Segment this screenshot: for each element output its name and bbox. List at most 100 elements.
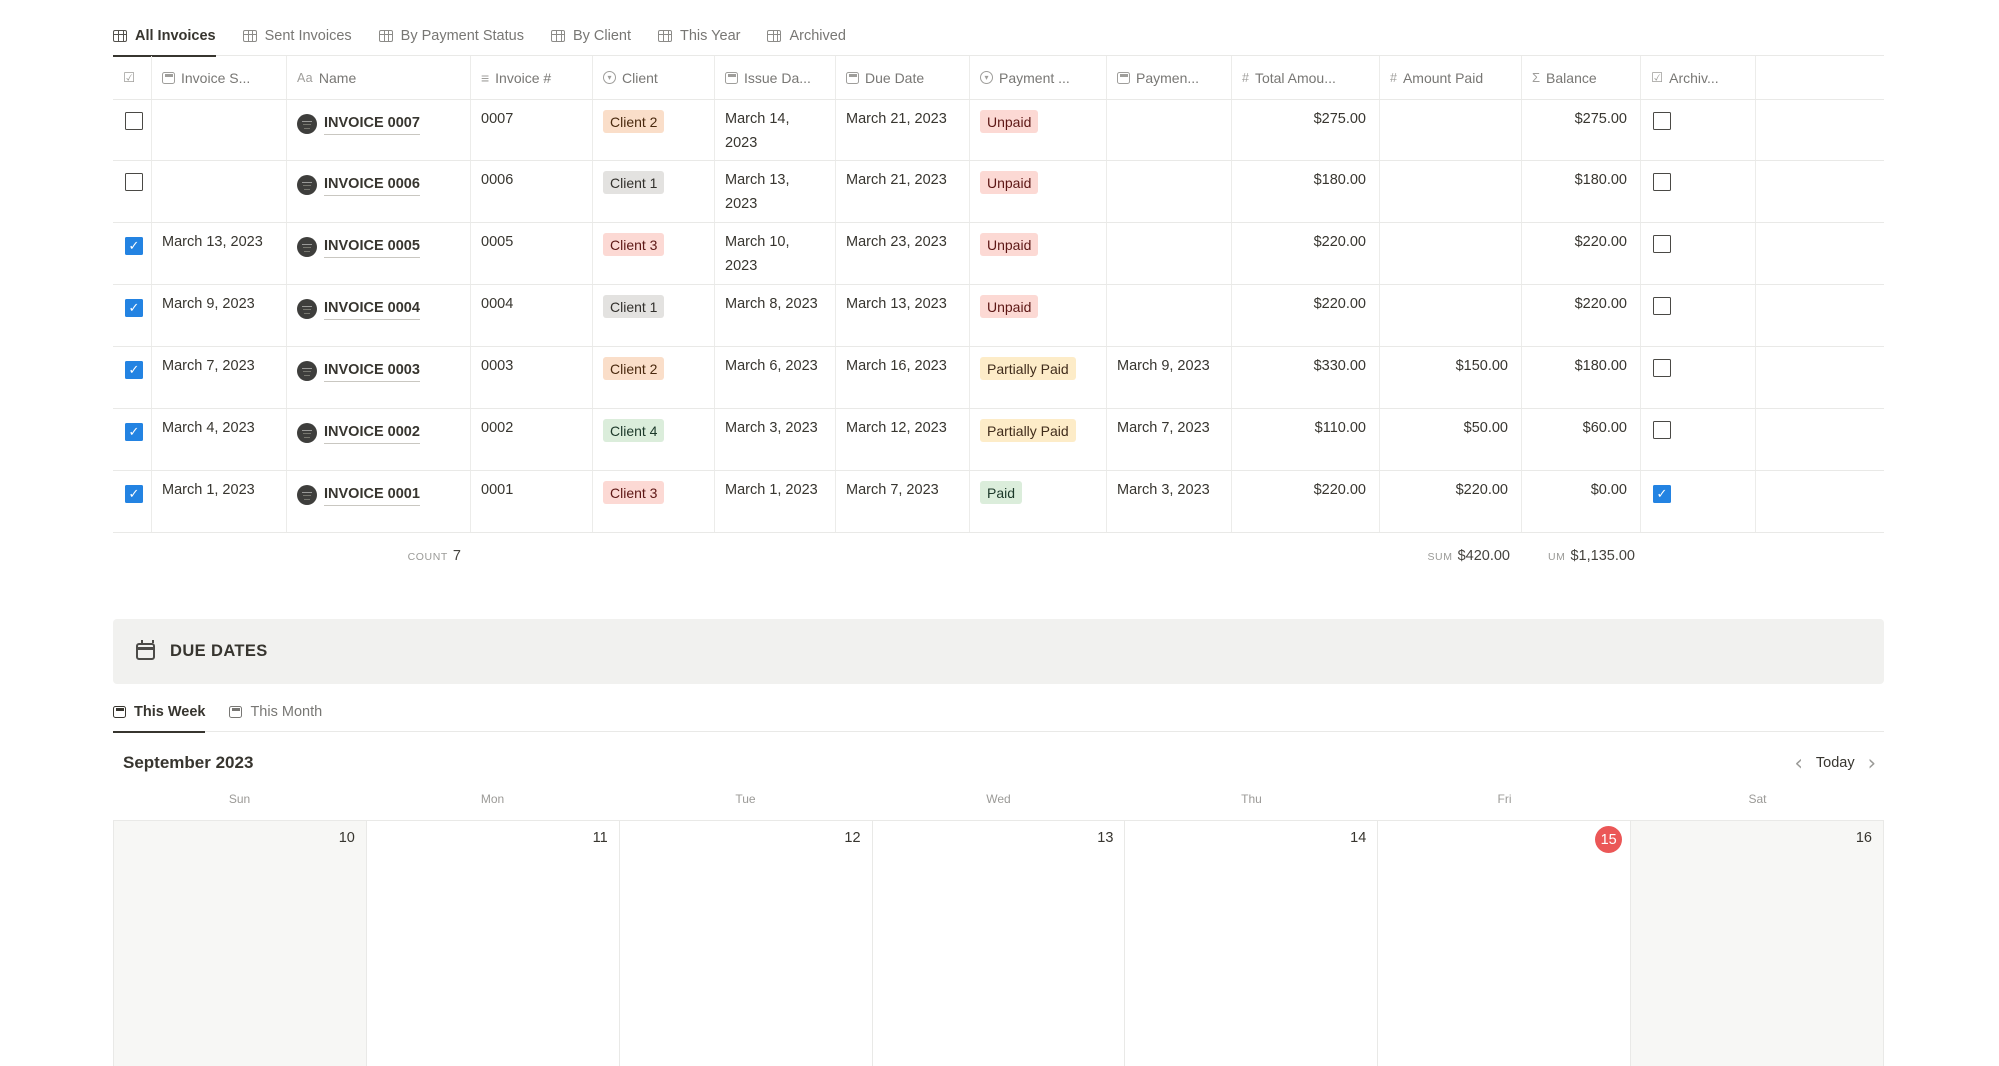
header-payment-date[interactable]: Paymen... <box>1107 56 1232 99</box>
header-issue-date[interactable]: Issue Da... <box>715 56 836 99</box>
issue-date[interactable]: March 3, 2023 <box>715 409 836 470</box>
due-date[interactable]: March 7, 2023 <box>836 471 970 532</box>
header-balance[interactable]: Σ Balance <box>1522 56 1641 99</box>
calendar-day-cell[interactable]: 12 <box>619 821 873 1066</box>
payment-status-badge[interactable]: Partially Paid <box>980 419 1076 443</box>
amount-paid[interactable] <box>1380 161 1522 222</box>
invoice-sent-date[interactable]: March 9, 2023 <box>152 285 287 346</box>
amount-paid[interactable] <box>1380 223 1522 284</box>
payment-date[interactable] <box>1107 285 1232 346</box>
balance[interactable]: $220.00 <box>1522 285 1641 346</box>
archived-checkbox[interactable] <box>1653 484 1671 503</box>
header-name[interactable]: Aa Name <box>287 56 471 99</box>
invoice-sent-checkbox[interactable] <box>125 112 143 130</box>
due-date[interactable]: March 21, 2023 <box>836 161 970 222</box>
header-due-date[interactable]: Due Date <box>836 56 970 99</box>
calendar-day-cell[interactable]: 11 <box>366 821 620 1066</box>
header-invoice-number[interactable]: ≡ Invoice # <box>471 56 593 99</box>
total-amount[interactable]: $180.00 <box>1232 161 1380 222</box>
balance[interactable]: $220.00 <box>1522 223 1641 284</box>
total-amount[interactable]: $220.00 <box>1232 471 1380 532</box>
balance[interactable]: $180.00 <box>1522 347 1641 408</box>
today-button[interactable]: Today <box>1815 755 1855 771</box>
sum-total-summary[interactable]: SUM $420.00 <box>1427 548 1510 564</box>
invoice-number[interactable]: 0006 <box>471 161 593 222</box>
payment-status-badge[interactable]: Partially Paid <box>980 357 1076 381</box>
archived-checkbox[interactable] <box>1653 297 1671 315</box>
payment-status-badge[interactable]: Unpaid <box>980 171 1039 195</box>
amount-paid[interactable]: $220.00 <box>1380 471 1522 532</box>
balance[interactable]: $275.00 <box>1522 100 1641 160</box>
client-badge[interactable]: Client 2 <box>603 110 665 134</box>
due-date[interactable]: March 23, 2023 <box>836 223 970 284</box>
invoice-name-link[interactable]: INVOICE 0005 <box>324 237 420 258</box>
calendar-day-cell[interactable]: 15 <box>1378 821 1632 1066</box>
invoice-name-link[interactable]: INVOICE 0007 <box>324 114 420 135</box>
client-badge[interactable]: Client 1 <box>603 171 665 195</box>
archived-checkbox[interactable] <box>1653 112 1671 130</box>
client-badge[interactable]: Client 4 <box>603 419 665 443</box>
client-badge[interactable]: Client 3 <box>603 233 665 257</box>
client-badge[interactable]: Client 3 <box>603 481 665 505</box>
payment-status-badge[interactable]: Paid <box>980 481 1023 505</box>
header-select-all[interactable]: ☑ <box>113 56 152 99</box>
issue-date[interactable]: March 14, 2023 <box>715 100 836 160</box>
balance[interactable]: $60.00 <box>1522 409 1641 470</box>
due-date[interactable]: March 12, 2023 <box>836 409 970 470</box>
invoice-sent-checkbox[interactable] <box>125 236 143 255</box>
payment-status-badge[interactable]: Unpaid <box>980 110 1039 134</box>
total-amount[interactable]: $220.00 <box>1232 285 1380 346</box>
balance[interactable]: $0.00 <box>1522 471 1641 532</box>
header-amount-paid[interactable]: # Amount Paid <box>1380 56 1522 99</box>
client-badge[interactable]: Client 1 <box>603 295 665 319</box>
issue-date[interactable]: March 6, 2023 <box>715 347 836 408</box>
tab-this-year[interactable]: This Year <box>658 28 740 57</box>
tab-all-invoices[interactable]: All Invoices <box>113 28 216 57</box>
header-invoice-sent[interactable]: Invoice S... <box>152 56 287 99</box>
invoice-sent-checkbox[interactable] <box>125 298 143 317</box>
header-payment-status[interactable]: Payment ... <box>970 56 1107 99</box>
amount-paid[interactable] <box>1380 285 1522 346</box>
tab-this-week[interactable]: This Week <box>113 704 206 733</box>
calendar-day-cell[interactable]: 13 <box>872 821 1126 1066</box>
invoice-name-link[interactable]: INVOICE 0001 <box>324 485 420 506</box>
payment-date[interactable] <box>1107 100 1232 160</box>
next-week-icon[interactable]: › <box>1867 750 1876 775</box>
invoice-name-link[interactable]: INVOICE 0003 <box>324 361 420 382</box>
payment-date[interactable]: March 3, 2023 <box>1107 471 1232 532</box>
invoice-name-link[interactable]: INVOICE 0004 <box>324 299 420 320</box>
invoice-number[interactable]: 0005 <box>471 223 593 284</box>
invoice-sent-checkbox[interactable] <box>125 484 143 503</box>
payment-date[interactable] <box>1107 223 1232 284</box>
amount-paid[interactable] <box>1380 100 1522 160</box>
amount-paid[interactable]: $150.00 <box>1380 347 1522 408</box>
issue-date[interactable]: March 1, 2023 <box>715 471 836 532</box>
invoice-number[interactable]: 0002 <box>471 409 593 470</box>
invoice-sent-date[interactable]: March 7, 2023 <box>152 347 287 408</box>
invoice-name-link[interactable]: INVOICE 0006 <box>324 175 420 196</box>
balance[interactable]: $180.00 <box>1522 161 1641 222</box>
archived-checkbox[interactable] <box>1653 359 1671 377</box>
invoice-sent-checkbox[interactable] <box>125 173 143 191</box>
tab-by-client[interactable]: By Client <box>550 28 631 57</box>
total-amount[interactable]: $220.00 <box>1232 223 1380 284</box>
tab-by-payment-status[interactable]: By Payment Status <box>378 28 524 57</box>
header-archived[interactable]: ☑ Archiv... <box>1641 56 1756 99</box>
payment-date[interactable]: March 9, 2023 <box>1107 347 1232 408</box>
total-amount[interactable]: $330.00 <box>1232 347 1380 408</box>
sum-balance-summary[interactable]: UM $1,135.00 <box>1547 548 1635 564</box>
due-date[interactable]: March 21, 2023 <box>836 100 970 160</box>
tab-archived[interactable]: Archived <box>767 28 846 57</box>
invoice-sent-date[interactable] <box>152 161 287 222</box>
invoice-number[interactable]: 0004 <box>471 285 593 346</box>
payment-status-badge[interactable]: Unpaid <box>980 295 1039 319</box>
count-summary[interactable]: COUNT 7 <box>407 548 461 564</box>
invoice-number[interactable]: 0001 <box>471 471 593 532</box>
total-amount[interactable]: $275.00 <box>1232 100 1380 160</box>
archived-checkbox[interactable] <box>1653 421 1671 439</box>
payment-date[interactable]: March 7, 2023 <box>1107 409 1232 470</box>
issue-date[interactable]: March 10, 2023 <box>715 223 836 284</box>
invoice-sent-date[interactable]: March 1, 2023 <box>152 471 287 532</box>
issue-date[interactable]: March 8, 2023 <box>715 285 836 346</box>
prev-week-icon[interactable]: ‹ <box>1794 750 1803 775</box>
